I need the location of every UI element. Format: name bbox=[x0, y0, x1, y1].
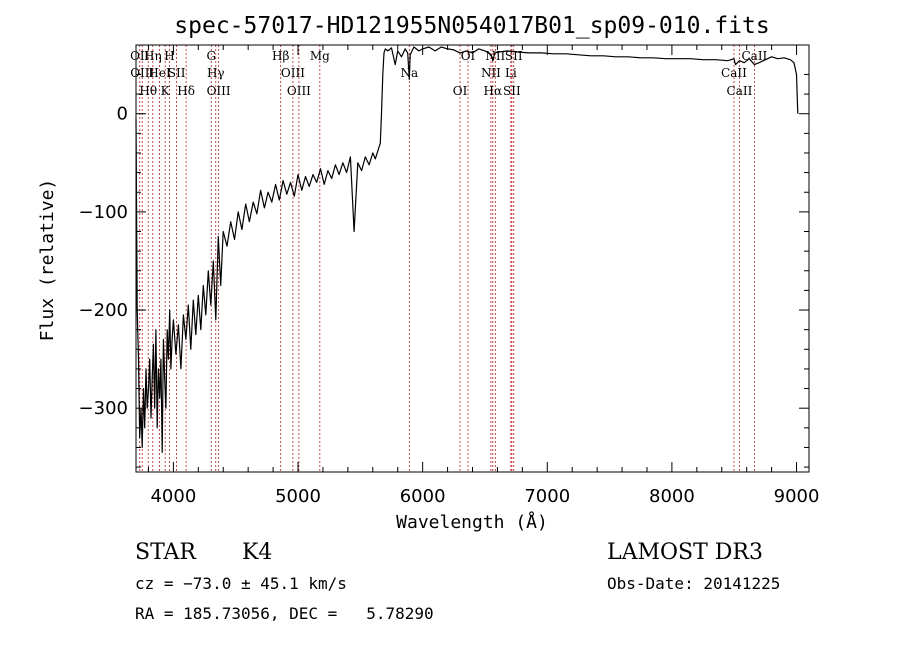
line-label: Hγ bbox=[207, 66, 225, 80]
y-tick-label: 0 bbox=[117, 104, 128, 125]
line-label: Mg bbox=[310, 49, 330, 63]
ra-dec: RA = 185.73056, DEC = 5.78290 bbox=[135, 604, 434, 623]
y-tick-label: −300 bbox=[79, 398, 128, 419]
spectrum-line bbox=[135, 46, 799, 453]
plot-frame bbox=[135, 44, 810, 473]
line-label: SII bbox=[168, 66, 186, 80]
line-label: NII bbox=[485, 49, 505, 63]
redshift-cz: cz = −73.0 ± 45.1 km/s bbox=[135, 574, 347, 593]
x-axis-label: Wavelength (Å) bbox=[396, 511, 548, 533]
line-label: OIII bbox=[207, 84, 231, 98]
y-tick-label: −200 bbox=[79, 300, 128, 321]
line-label: Hα bbox=[484, 84, 503, 98]
line-label: CaII bbox=[727, 84, 753, 98]
x-tick-label: 9000 bbox=[774, 486, 820, 507]
line-label: NII bbox=[481, 66, 501, 80]
line-label: Hδ bbox=[177, 84, 195, 98]
line-label: OI bbox=[453, 84, 468, 98]
line-label: OIII bbox=[287, 84, 311, 98]
line-labels-layer: OIIOIIIHθHηHeIKHSIIHδGHγOIIIHβOIIIOIIIMg… bbox=[130, 49, 767, 98]
line-label: H bbox=[164, 49, 174, 63]
x-tick-label: 7000 bbox=[524, 486, 570, 507]
line-label: Hβ bbox=[272, 49, 289, 63]
line-label: G bbox=[206, 49, 216, 63]
line-label: Hθ bbox=[139, 84, 157, 98]
line-label: Hη bbox=[144, 49, 162, 63]
line-label: Li bbox=[505, 66, 517, 80]
line-label: OIII bbox=[281, 66, 305, 80]
y-tick-label: −100 bbox=[79, 202, 128, 223]
line-label: SII bbox=[503, 84, 521, 98]
emission-lines-layer bbox=[139, 45, 755, 472]
observation-date: Obs-Date: 20141225 bbox=[607, 574, 781, 593]
x-tick-label: 5000 bbox=[275, 486, 321, 507]
x-tick-label: 8000 bbox=[649, 486, 695, 507]
x-tick-label: 4000 bbox=[150, 486, 196, 507]
object-class: STAR bbox=[135, 540, 196, 565]
object-subclass: K4 bbox=[242, 540, 273, 565]
y-axis-label: Flux (relative) bbox=[37, 179, 58, 342]
line-label: HeI bbox=[148, 66, 171, 80]
line-label: CaII bbox=[721, 66, 747, 80]
survey-name: LAMOST DR3 bbox=[607, 540, 763, 565]
y-axis: 0 −100 −200 −300 bbox=[79, 73, 809, 468]
x-axis: 4000 5000 6000 7000 8000 9000 bbox=[147, 45, 820, 507]
x-tick-label: 6000 bbox=[400, 486, 446, 507]
chart-title: spec-57017-HD121955N054017B01_sp09-010.f… bbox=[174, 13, 769, 39]
line-label: OII bbox=[130, 49, 150, 63]
line-label: K bbox=[161, 84, 171, 98]
